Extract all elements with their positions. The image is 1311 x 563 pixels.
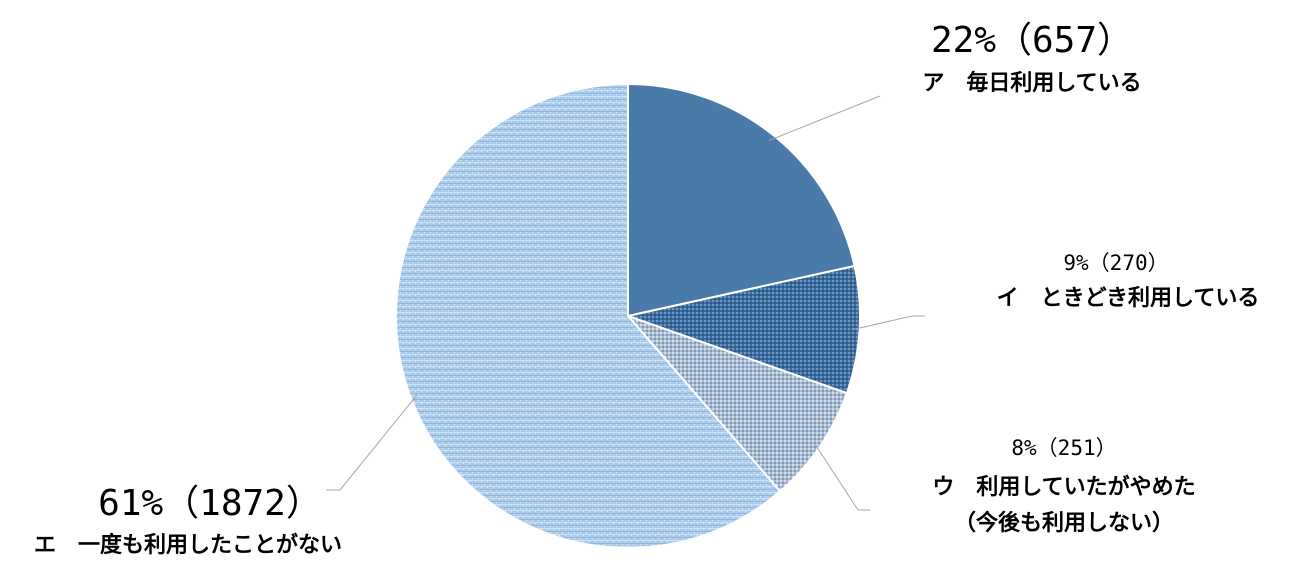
slice-category-label-e: エ 一度も利用したことがない	[34, 532, 342, 558]
slice-category-label-u: ウ 利用していたがやめた	[932, 474, 1195, 500]
slice-category-label-i: イ ときどき利用している	[997, 286, 1260, 311]
leader-line-i	[852, 315, 925, 331]
pie-slice-e	[395, 82, 782, 549]
slice-category-label-u-line2: （今後も利用しない）	[954, 510, 1174, 536]
slice-percent-label-e: 61%（1872）	[98, 483, 322, 524]
pie-slice-u	[624, 313, 849, 493]
slice-percent-label-u: 8%（251）	[1011, 436, 1116, 460]
slice-percent-label-a: 22%（657）	[931, 20, 1133, 61]
slice-category-label-a: ア 毎日利用している	[922, 71, 1141, 96]
pie-slice-a	[627, 82, 856, 318]
slice-percent-label-i: 9%（270）	[1063, 251, 1168, 275]
pie-slices	[395, 82, 861, 549]
leader-line-a	[768, 95, 881, 142]
slice-labels: 22%（657） ア 毎日利用している 9%（270） イ ときどき利用している 8%（…	[34, 20, 1259, 558]
leader-line-e	[326, 394, 418, 491]
pie-slice-i	[624, 264, 861, 395]
leader-line-u	[813, 442, 870, 511]
leader-lines	[326, 95, 925, 511]
